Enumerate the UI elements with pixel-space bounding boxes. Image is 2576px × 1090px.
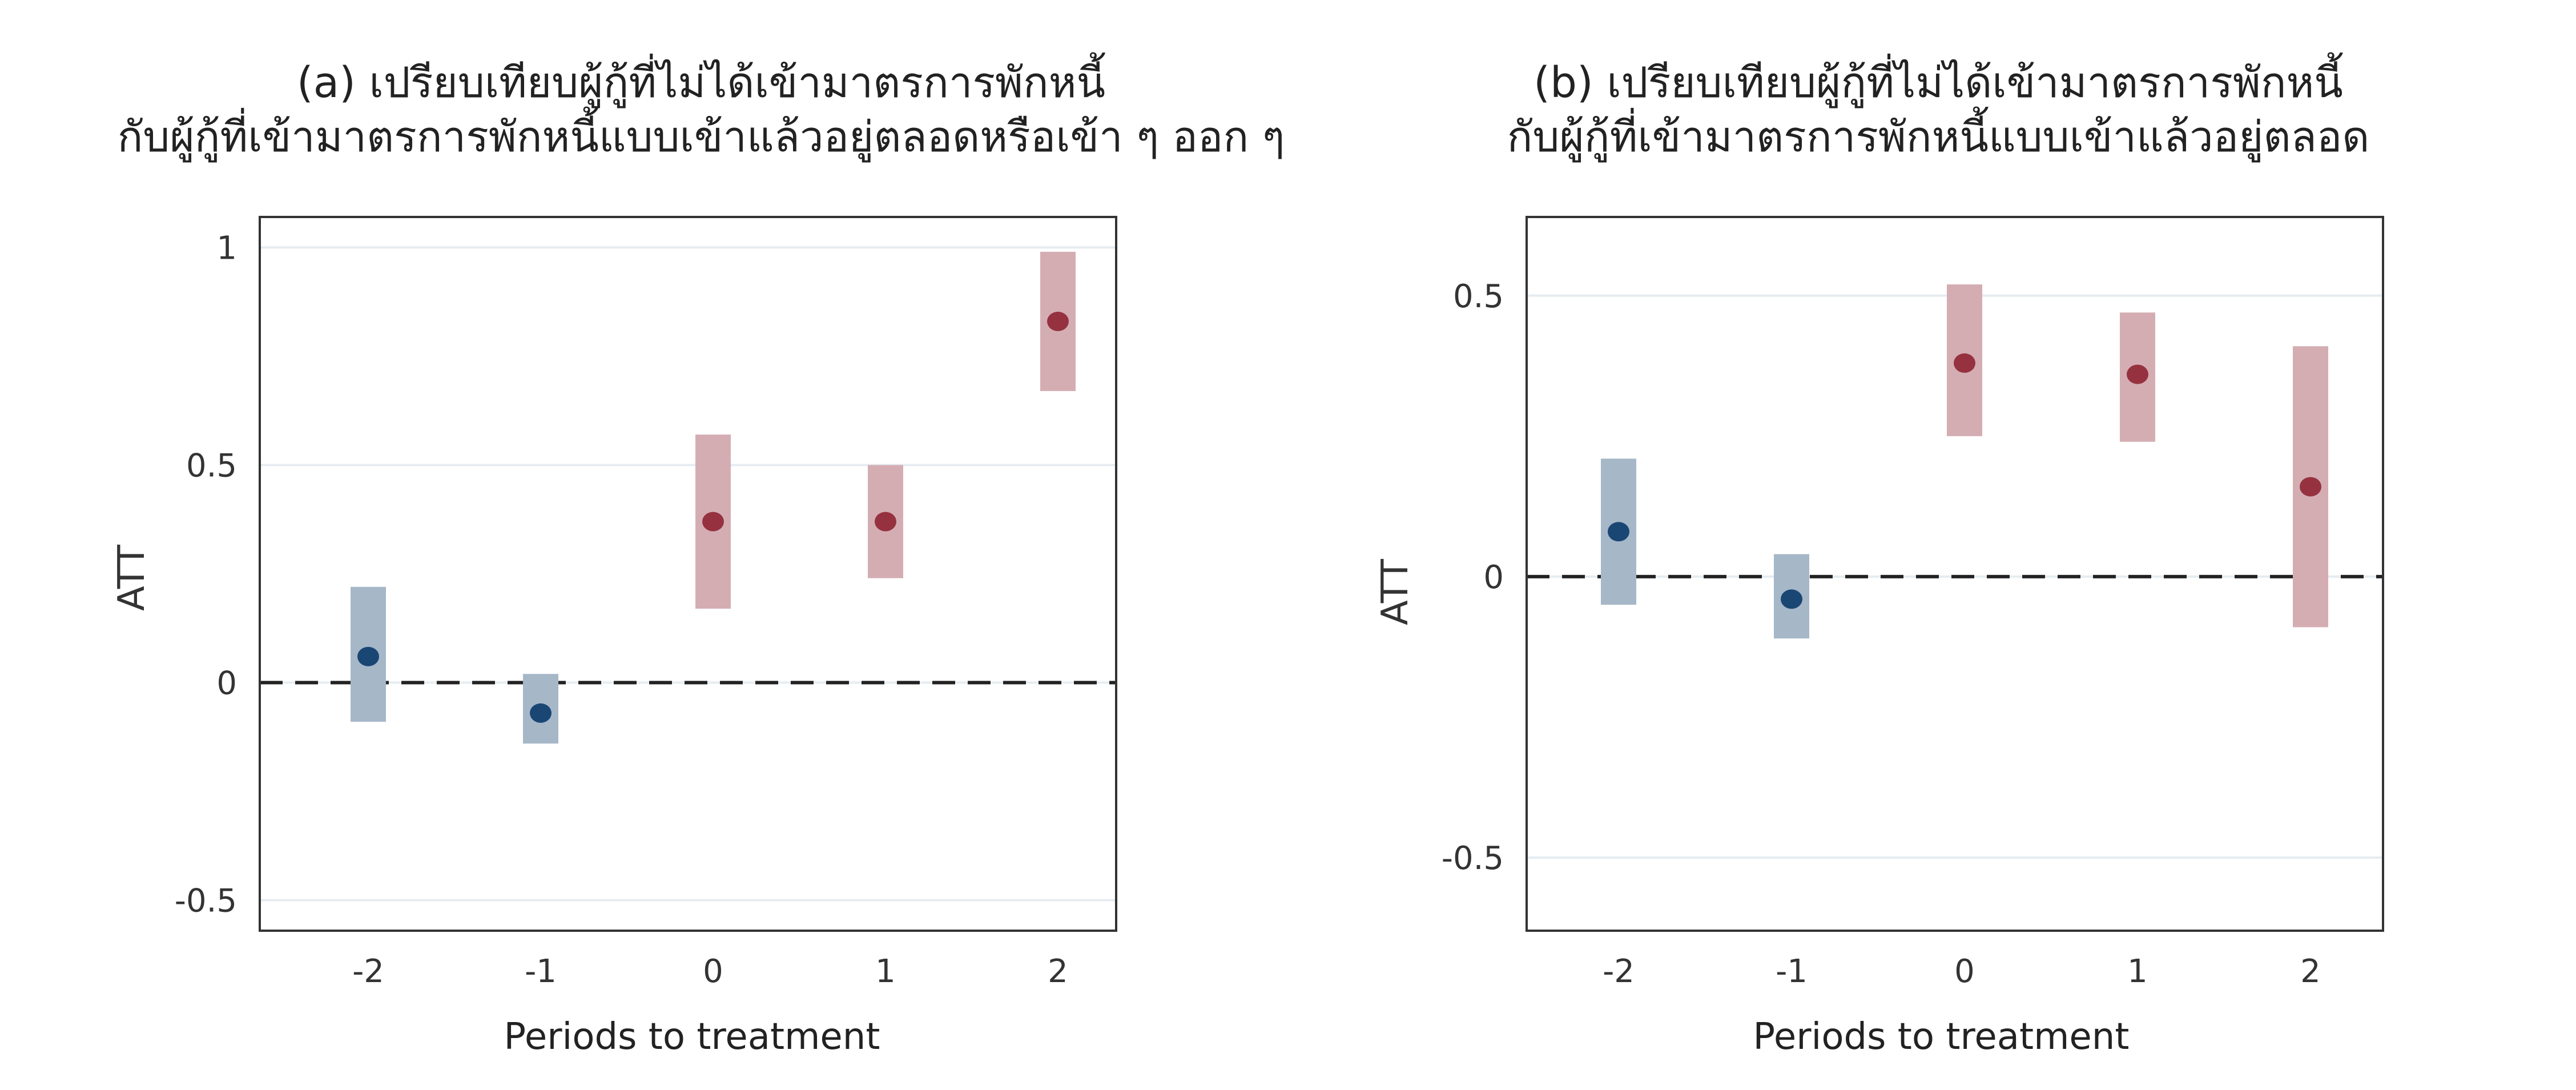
panel-a-x-tick-label: 0 (703, 953, 723, 990)
panel-b-x-tick-label: -2 (1603, 953, 1635, 990)
panel-b-x-tick-label: 2 (2300, 953, 2321, 990)
panel-a-point-estimate (1047, 311, 1069, 331)
panel-b-title-line-2: กับผู้กู้ที่เข้ามาตรการพักหนี้แบบเข้าแล้… (1507, 106, 2370, 163)
panel-b-y-tick-label: -0.5 (1442, 840, 1504, 877)
panel-a-point-estimate (530, 703, 552, 723)
panel-a-y-tick-label: -0.5 (175, 883, 237, 920)
panel-a-y-tick-label: 0 (216, 665, 237, 702)
panel-b-x-tick-label: -1 (1776, 953, 1808, 990)
panel-a-title-line-2: กับผู้กู้ที่เข้ามาตรการพักหนี้แบบเข้าแล้… (118, 106, 1285, 163)
panel-b-y-tick-labels: -0.5 0 0.5 (1442, 278, 1504, 877)
panel-b-y-axis-label: ATT (1374, 558, 1416, 625)
panel-a-marks (351, 251, 1076, 744)
panel-a-y-axis-label: ATT (111, 544, 153, 611)
panel-b-plot-frame (1526, 216, 2384, 932)
panel-b-x-axis-label: Periods to treatment (1753, 1016, 2130, 1058)
panel-a-x-tick-label: -2 (352, 953, 384, 990)
panel-b-point-estimate (2127, 364, 2148, 384)
panel-b-y-tick-label: 0.5 (1453, 278, 1504, 315)
panel-a-plot-frame (259, 216, 1117, 932)
panel-a-gridlines (260, 246, 1116, 902)
panel-b-x-tick-labels: -2 -1 0 1 2 (1603, 953, 2321, 990)
panel-b-x-tick-label: 1 (2127, 953, 2148, 990)
panel-b-point-estimate (1781, 589, 1802, 609)
panel-a-x-tick-label: -1 (525, 953, 557, 990)
panel-b-point-estimate (1954, 353, 1975, 373)
panel-a-y-tick-label: 0.5 (186, 447, 237, 484)
panel-b-marks (1601, 284, 2328, 639)
panel-b-title-line-1: (b) เปรียบเทียบผู้กู้ที่ไม่ได้เข้ามาตรกา… (1533, 52, 2343, 108)
panel-a-point-estimate (702, 512, 724, 532)
panel-a-x-tick-label: 1 (875, 953, 896, 990)
panel-a-title-line-1: (a) เปรียบเทียบผู้กู้ที่ไม่ได้เข้ามาตรกา… (297, 52, 1106, 108)
panel-a-x-tick-label: 2 (1048, 953, 1068, 990)
panel-a: (a) เปรียบเทียบผู้กู้ที่ไม่ได้เข้ามาตรกา… (111, 52, 1285, 1058)
panel-a-x-axis-label: Periods to treatment (504, 1016, 880, 1058)
panel-a-point-estimate (875, 512, 896, 532)
panel-a-y-tick-labels: -0.5 0 0.5 1 (175, 230, 237, 919)
panel-b-x-tick-label: 0 (1954, 953, 1975, 990)
panel-b-y-tick-label: 0 (1483, 559, 1504, 596)
panel-a-x-tick-labels: -2 -1 0 1 2 (352, 953, 1068, 990)
panel-b-point-estimate (1608, 522, 1629, 542)
panel-b-point-estimate (2300, 477, 2321, 497)
panel-a-y-tick-label: 1 (216, 230, 237, 267)
panel-b: (b) เปรียบเทียบผู้กู้ที่ไม่ได้เข้ามาตรกา… (1374, 52, 2384, 1058)
panel-a-point-estimate (357, 646, 379, 666)
